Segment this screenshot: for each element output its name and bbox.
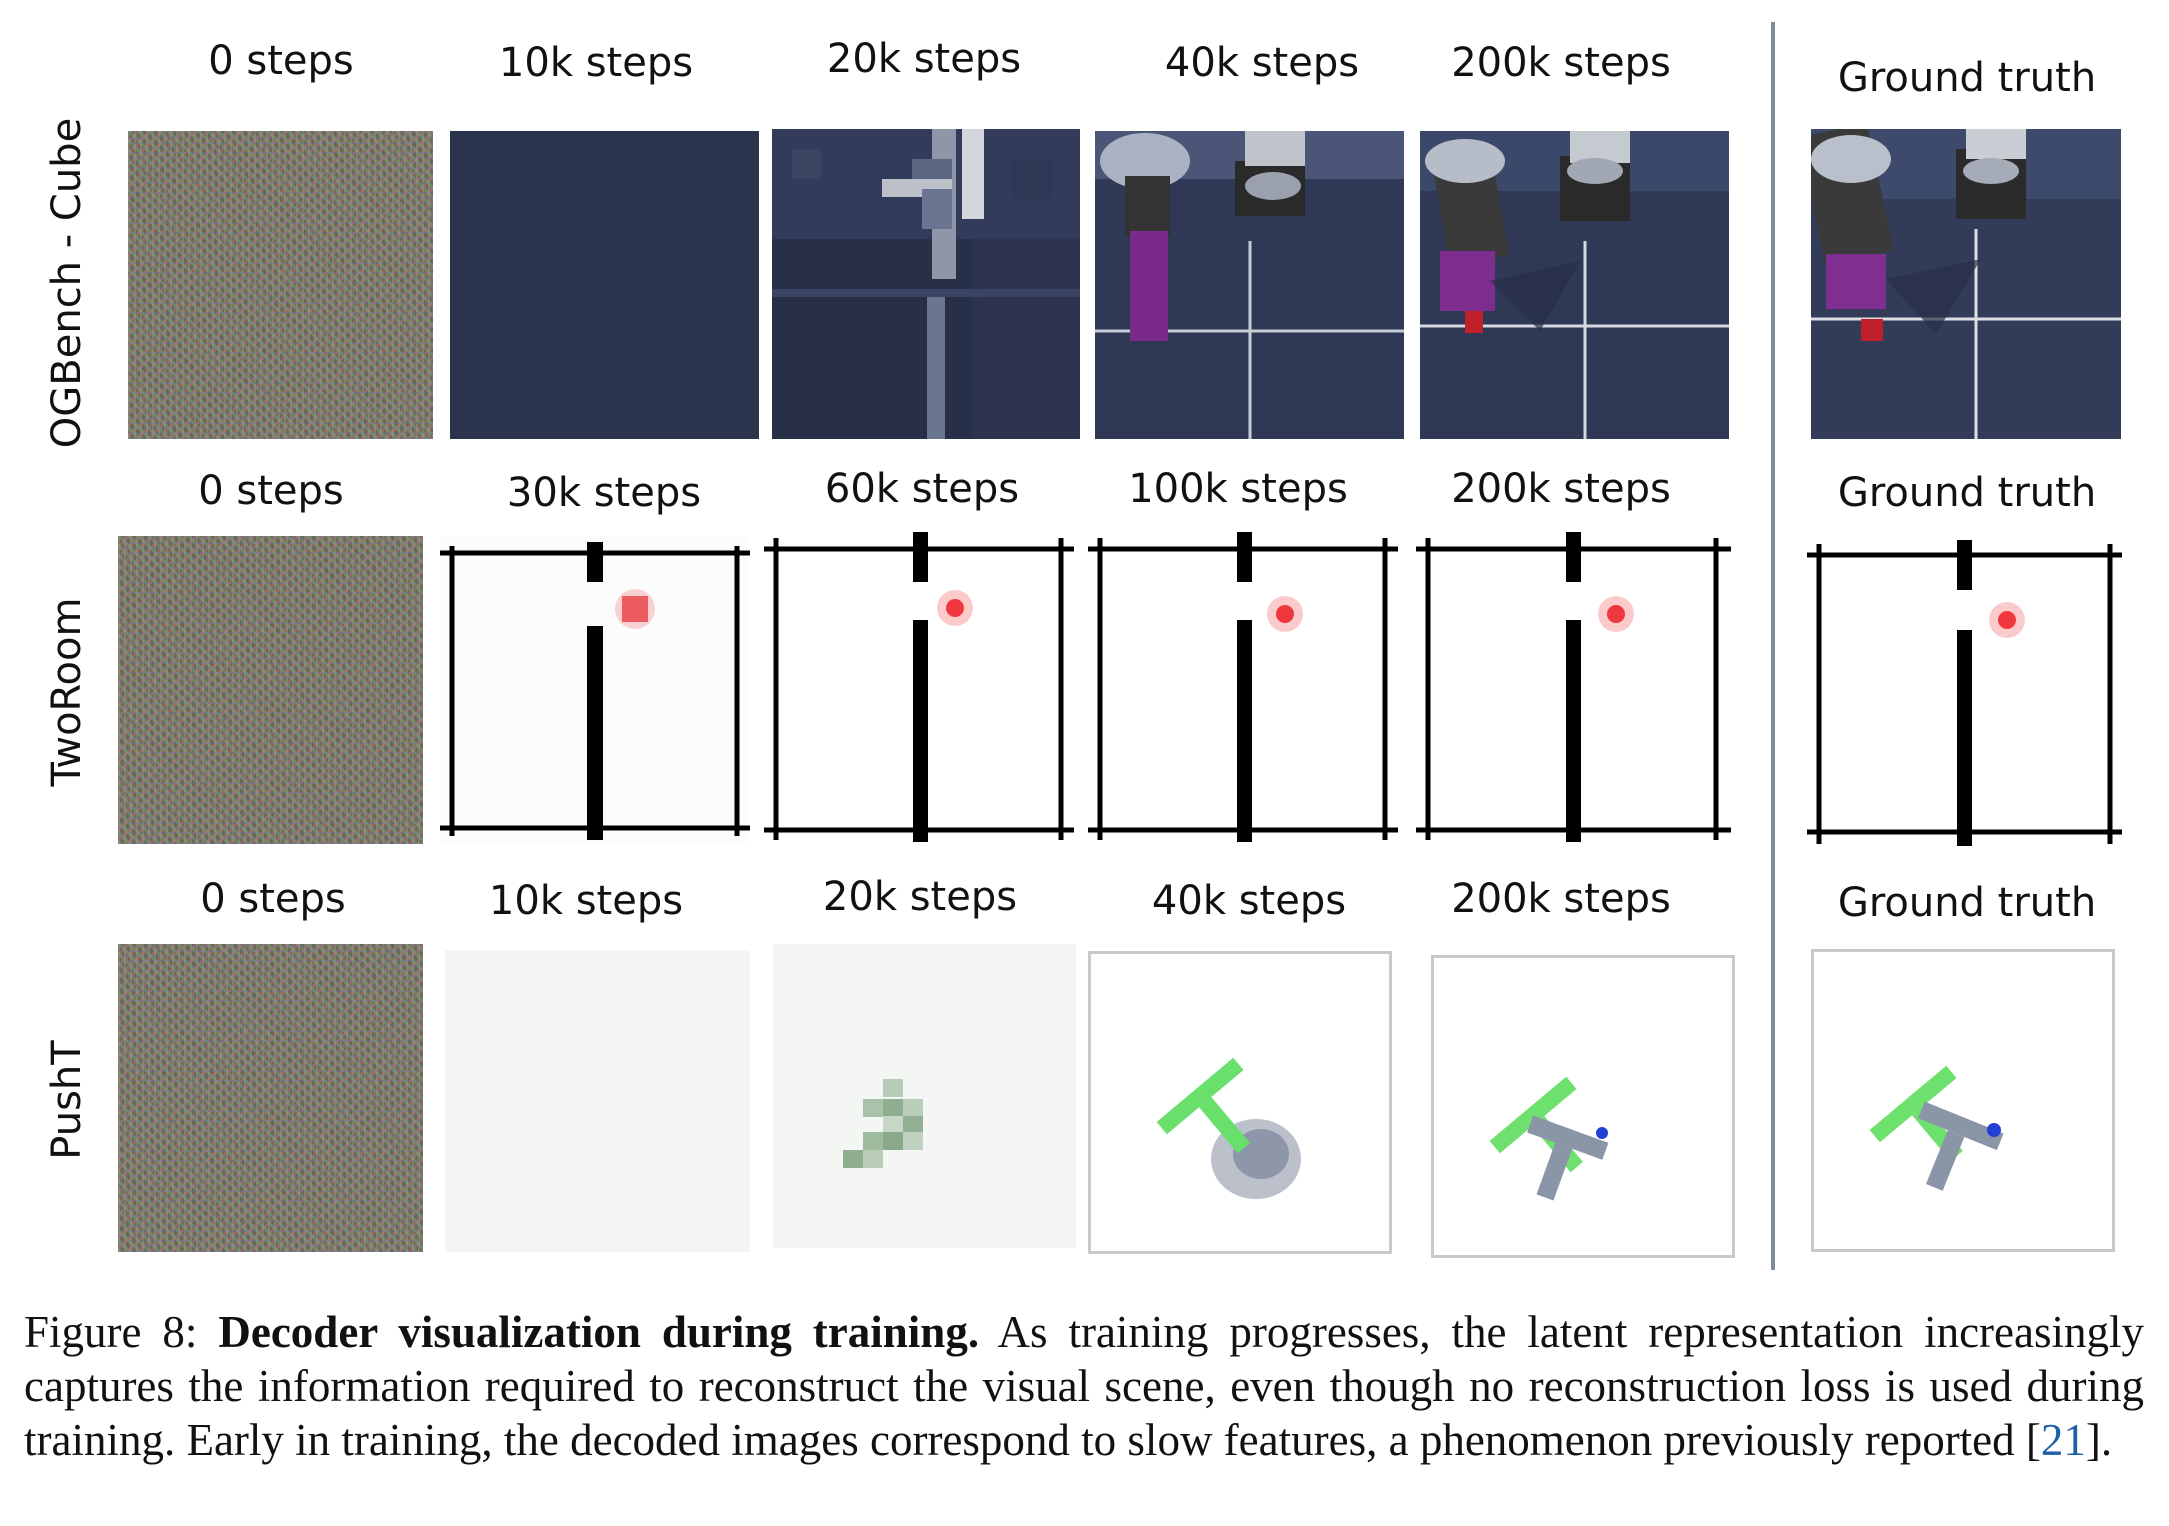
step-label: 10k steps <box>498 40 694 86</box>
pusht-scene-illustration <box>1091 954 1389 1251</box>
decoded-image-tworoom <box>440 536 750 846</box>
row-label-tworoom: TwoRoom <box>44 597 90 787</box>
decoded-image-noise <box>118 536 423 844</box>
pusht-blocky-illustration <box>773 944 1076 1248</box>
step-label: 40k steps <box>1151 878 1347 924</box>
step-label: 30k steps <box>506 470 702 516</box>
tworoom-map-illustration <box>1088 528 1398 844</box>
decoded-image-robot-sharp <box>1420 131 1729 439</box>
step-label: 200k steps <box>1451 466 1671 512</box>
robot-scene-illustration <box>1811 129 2121 439</box>
ground-truth-label: Ground truth <box>1837 880 2097 926</box>
decoded-image-pusht <box>1431 955 1735 1258</box>
step-label: 0 steps <box>200 876 346 922</box>
decoded-image-blank <box>445 950 750 1252</box>
decoded-image-tworoom <box>1088 528 1398 844</box>
tworoom-map-illustration <box>764 528 1074 844</box>
figure-caption: Figure 8: Decoder visualization during t… <box>24 1305 2144 1467</box>
decoded-image-tworoom <box>1416 528 1731 844</box>
step-label: 10k steps <box>488 878 684 924</box>
decoded-image-robot-blurry <box>1095 131 1404 439</box>
step-label: 100k steps <box>1128 466 1348 512</box>
step-label: 0 steps <box>208 38 354 84</box>
ground-truth-image-tworoom <box>1807 534 2122 852</box>
step-label: 200k steps <box>1451 40 1671 86</box>
ground-truth-label: Ground truth <box>1837 470 2097 516</box>
decoded-image-tworoom <box>764 528 1074 844</box>
ground-truth-image-pusht <box>1811 949 2115 1252</box>
tworoom-map-illustration <box>1416 528 1731 844</box>
decoded-image-noise <box>128 131 433 439</box>
caption-title: Decoder visualization during training. <box>218 1307 980 1357</box>
step-label: 60k steps <box>824 466 1020 512</box>
decoded-image-blocky <box>772 129 1080 439</box>
ground-truth-image-cube <box>1811 129 2121 439</box>
decoded-image-dark <box>450 131 759 439</box>
pusht-scene-illustration <box>1434 958 1732 1255</box>
step-label: 20k steps <box>822 874 1018 920</box>
ground-truth-label: Ground truth <box>1837 55 2097 101</box>
step-label: 20k steps <box>826 36 1022 82</box>
step-label: 200k steps <box>1451 876 1671 922</box>
ground-truth-separator <box>1771 22 1775 1270</box>
row-label-pusht: PushT <box>44 1040 90 1160</box>
decoded-image-pusht <box>1088 951 1392 1254</box>
citation-link[interactable]: 21 <box>2040 1415 2086 1465</box>
robot-scene-illustration <box>1095 131 1404 439</box>
caption-prefix: Figure 8: <box>24 1307 219 1357</box>
tworoom-map-illustration <box>440 536 750 846</box>
decoder-visualization-figure: OGBench - Cube TwoRoom PushT 0 steps 10k… <box>44 22 2122 1270</box>
decoded-image-pusht-blocky <box>773 944 1076 1248</box>
step-label: 40k steps <box>1164 40 1360 86</box>
caption-suffix: ]. <box>2085 1415 2113 1465</box>
blocky-scene-illustration <box>772 129 1080 439</box>
pusht-scene-illustration <box>1814 952 2112 1249</box>
tworoom-map-illustration <box>1807 534 2122 852</box>
caption-body: As training progresses, the latent repre… <box>24 1307 2144 1465</box>
robot-scene-illustration <box>1420 131 1729 439</box>
step-label: 0 steps <box>198 468 344 514</box>
row-label-ogbench-cube: OGBench - Cube <box>44 117 90 449</box>
decoded-image-noise <box>118 944 423 1252</box>
